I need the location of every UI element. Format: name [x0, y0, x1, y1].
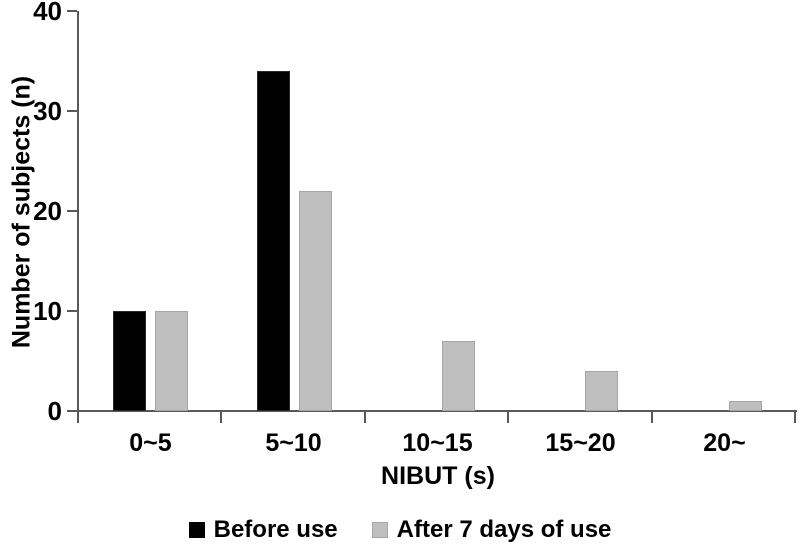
y-tick-label: 0 — [47, 396, 62, 426]
category-label: 0~5 — [129, 429, 172, 457]
bar — [113, 311, 146, 411]
y-tick-label: 20 — [33, 196, 62, 226]
bar — [155, 311, 188, 411]
bar — [299, 191, 332, 411]
x-axis-title: NIBUT (s) — [381, 462, 495, 490]
bar — [442, 341, 475, 411]
legend: Before use After 7 days of use — [0, 514, 800, 545]
y-axis-tick — [67, 110, 77, 112]
bar — [257, 71, 290, 411]
y-axis-tick — [67, 310, 77, 312]
y-tick-label: 40 — [33, 0, 62, 26]
legend-label: After 7 days of use — [396, 515, 612, 543]
x-axis-tick — [794, 412, 796, 423]
legend-label: Before use — [213, 515, 338, 543]
category-label: 5~10 — [265, 429, 322, 457]
category-label: 20~ — [703, 429, 746, 457]
legend-swatch — [371, 521, 388, 538]
legend-item: After 7 days of use — [371, 515, 612, 544]
bar — [729, 401, 762, 411]
x-axis-line — [77, 410, 797, 412]
category-label: 15~20 — [545, 429, 616, 457]
category-label: 10~15 — [402, 429, 473, 457]
y-axis-tick — [67, 410, 77, 412]
x-axis-tick — [220, 412, 223, 423]
legend-swatch — [188, 521, 205, 538]
y-tick-label: 10 — [33, 296, 62, 326]
y-axis-tick — [67, 10, 77, 12]
y-tick-label: 30 — [33, 96, 62, 126]
legend-item: Before use — [188, 515, 338, 544]
x-axis-tick — [77, 412, 79, 423]
y-axis-tick — [67, 210, 77, 212]
y-axis-line — [77, 11, 79, 412]
x-axis-tick — [650, 412, 653, 423]
bar — [585, 371, 618, 411]
x-axis-tick — [363, 412, 366, 423]
x-axis-tick — [507, 412, 510, 423]
